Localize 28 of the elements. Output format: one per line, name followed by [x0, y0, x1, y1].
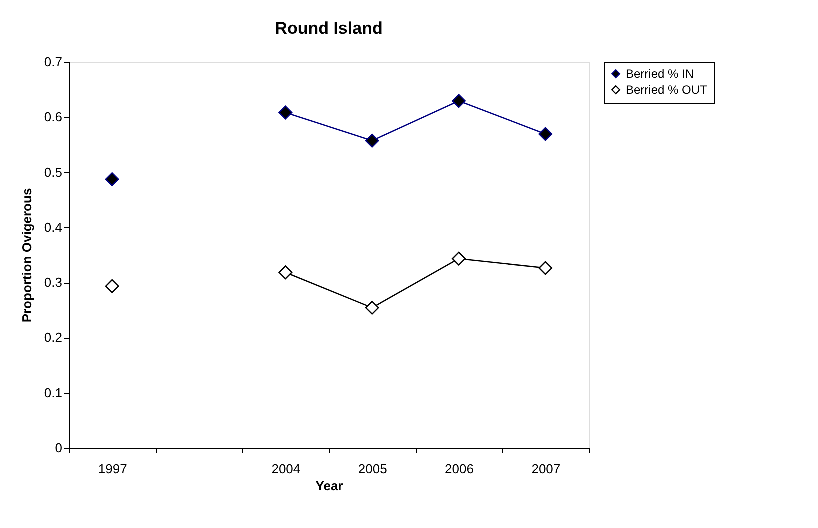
x-tick-label: 1997 [98, 462, 128, 476]
point [278, 106, 293, 120]
y-tick-label: 0.2 [44, 330, 62, 346]
legend-label: Berried % OUT [626, 83, 708, 97]
point [105, 279, 120, 294]
point [278, 266, 293, 280]
chart-title: Round Island [275, 19, 383, 38]
y-tick-label: 0 [55, 440, 62, 456]
point [365, 300, 380, 315]
legend-label: Berried % IN [626, 67, 694, 81]
y-tick-label: 0.4 [44, 220, 62, 235]
x-tick-label: 2006 [445, 462, 474, 476]
point [538, 261, 553, 276]
x-tick-label: 2007 [532, 462, 561, 476]
y-tick-label: 0.5 [44, 164, 62, 180]
point [538, 127, 553, 142]
point [452, 94, 466, 108]
x-tick-label: 2005 [358, 462, 388, 476]
point [105, 172, 120, 186]
x-tick-label: 2004 [272, 462, 301, 476]
y-tick-label: 0.7 [44, 54, 62, 70]
y-axis-title: Proportion Ovigerous [19, 188, 34, 323]
y-tick-label: 0.6 [44, 110, 62, 125]
y-tick-label: 0.3 [44, 275, 62, 290]
x-axis-title: Year [316, 478, 344, 494]
point [452, 252, 466, 266]
y-tick-label: 0.1 [44, 385, 62, 400]
point [365, 134, 380, 148]
